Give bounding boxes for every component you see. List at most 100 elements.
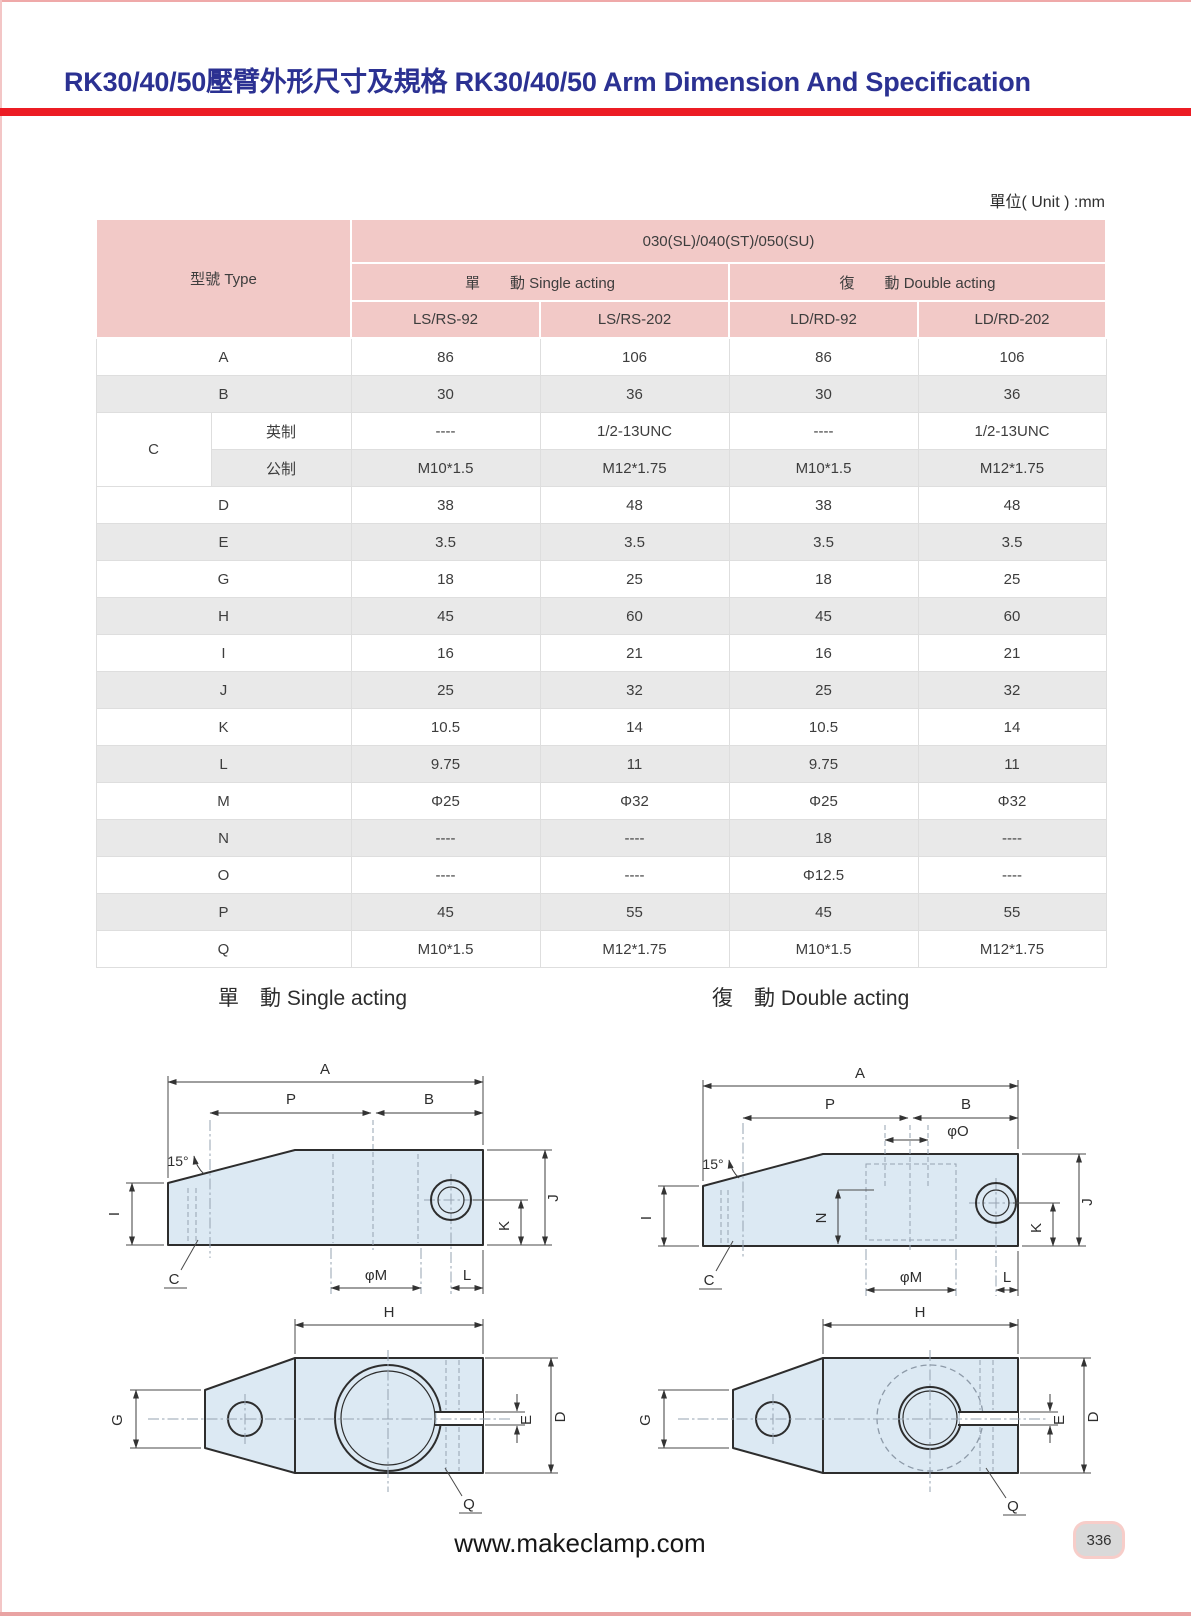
row-label: D [95, 486, 352, 524]
cell: ---- [917, 856, 1107, 894]
cell: 45 [728, 893, 919, 931]
cell: 11 [539, 745, 730, 783]
dim-phi-o-label: φO [947, 1123, 968, 1140]
row-label: H [95, 597, 352, 635]
dim-q-label: Q [1007, 1498, 1019, 1515]
cell: 25 [917, 560, 1107, 598]
dim-g-label: G [637, 1414, 654, 1426]
table-row: E 3.5 3.5 3.5 3.5 [95, 523, 1107, 561]
cell: 36 [539, 375, 730, 413]
cell: 30 [728, 375, 919, 413]
cell: 11 [917, 745, 1107, 783]
dim-a-label: A [320, 1061, 330, 1078]
unit-label: 單位( Unit ) :mm [989, 194, 1105, 211]
cell: 60 [917, 597, 1107, 635]
cell: ---- [350, 819, 541, 857]
cell: 45 [350, 597, 541, 635]
cell: 18 [728, 560, 919, 598]
cell: 32 [539, 671, 730, 709]
table-row: L 9.75 11 9.75 11 [95, 745, 1107, 783]
dim-p-label: P [825, 1096, 835, 1113]
pivot-hole [430, 1179, 472, 1221]
cell: 9.75 [350, 745, 541, 783]
cell: 21 [539, 634, 730, 672]
cell: Φ25 [728, 782, 919, 820]
dim-q-label: Q [463, 1496, 475, 1513]
column-header: LD/RD-92 [728, 300, 919, 339]
cell: 16 [350, 634, 541, 672]
row-label: K [95, 708, 352, 746]
angle-label: 15° [167, 1153, 188, 1169]
row-label: J [95, 671, 352, 709]
dim-n-label: N [813, 1213, 830, 1224]
dim-a-label: A [855, 1065, 865, 1082]
table-row: I 16 21 16 21 [95, 634, 1107, 672]
single-top-view: H G E D [109, 1304, 569, 1514]
cell: M12*1.75 [917, 930, 1107, 968]
dimension-spec-table: 型號 Type 030(SL)/040(ST)/050(SU) 單 動 Sing… [95, 218, 1107, 968]
cell: 60 [539, 597, 730, 635]
table-row: A 86 106 86 106 [95, 337, 1107, 376]
table-row: G 18 25 18 25 [95, 560, 1107, 598]
left-rule [0, 0, 2, 1616]
row-label: M [95, 782, 352, 820]
cell: 45 [728, 597, 919, 635]
single-acting-drawing: 15° A P B I J K C φM [106, 1061, 569, 1514]
dim-l-label: L [1003, 1269, 1011, 1286]
footer-website-link[interactable]: www.makeclamp.com [454, 1528, 706, 1558]
dim-g-label: G [109, 1414, 126, 1426]
cell: 10.5 [350, 708, 541, 746]
top-rule [0, 0, 1191, 2]
row-label: I [95, 634, 352, 672]
cell: 1/2-13UNC [917, 412, 1107, 450]
cell: 3.5 [539, 523, 730, 561]
cell: 14 [539, 708, 730, 746]
cell: 25 [728, 671, 919, 709]
row-label: N [95, 819, 352, 857]
cell: ---- [539, 856, 730, 894]
row-sublabel: 英制 [210, 412, 352, 450]
type-header-cell: 型號 Type [95, 218, 352, 339]
table-row: N ---- ---- 18 ---- [95, 819, 1107, 857]
cell: M10*1.5 [728, 930, 919, 968]
cell: ---- [728, 412, 919, 450]
table-row: K 10.5 14 10.5 14 [95, 708, 1107, 746]
cell: M10*1.5 [350, 449, 541, 487]
table-row: Q M10*1.5 M12*1.75 M10*1.5 M12*1.75 [95, 930, 1107, 968]
dim-c-label: C [704, 1272, 715, 1289]
row-label: C [95, 412, 212, 487]
dim-j-label: J [1079, 1198, 1096, 1206]
cell: Φ32 [539, 782, 730, 820]
dim-e-label: E [1051, 1415, 1068, 1425]
cell: 1/2-13UNC [539, 412, 730, 450]
double-top-view: H G E [637, 1304, 1102, 1516]
dim-d-label: D [1085, 1411, 1102, 1422]
cell: M12*1.75 [539, 449, 730, 487]
cell: 25 [350, 671, 541, 709]
column-header: LD/RD-202 [917, 300, 1107, 339]
table-row: P 45 55 45 55 [95, 893, 1107, 931]
row-label: A [95, 337, 352, 376]
cell: 48 [917, 486, 1107, 524]
table-header-row: 型號 Type 030(SL)/040(ST)/050(SU) [95, 218, 1107, 339]
arm-side-outline [167, 1149, 484, 1246]
row-label: E [95, 523, 352, 561]
dim-i-label: I [106, 1212, 123, 1216]
cell: 9.75 [728, 745, 919, 783]
table-row: B 30 36 30 36 [95, 375, 1107, 413]
arm-side-outline [702, 1153, 1019, 1247]
table-row: C 英制 ---- 1/2-13UNC ---- 1/2-13UNC [95, 412, 1107, 487]
dim-i-label: I [638, 1216, 655, 1220]
cell: M10*1.5 [350, 930, 541, 968]
angle-label: 15° [702, 1156, 723, 1172]
table-row: D 38 48 38 48 [95, 486, 1107, 524]
cell: M12*1.75 [917, 449, 1107, 487]
cell: ---- [350, 412, 541, 450]
double-acting-drawing: 15° A P B φO I J K N C [637, 1065, 1102, 1516]
dim-b-label: B [961, 1096, 971, 1113]
cell: 3.5 [728, 523, 919, 561]
cell: ---- [917, 819, 1107, 857]
cell: 30 [350, 375, 541, 413]
dim-j-label: J [545, 1194, 562, 1202]
